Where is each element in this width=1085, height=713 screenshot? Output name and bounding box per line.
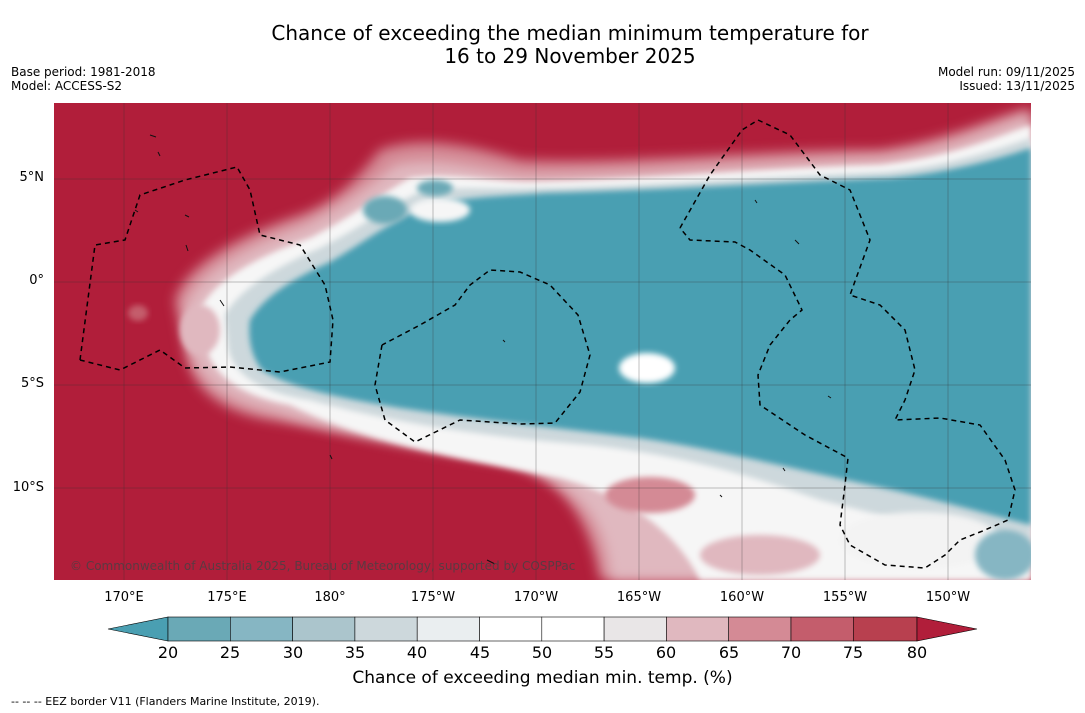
colorbar-bin-25-30	[230, 616, 293, 642]
red-patch	[605, 477, 695, 513]
colorbar-tick-30: 30	[282, 643, 304, 662]
lon-label-175e: 175°E	[207, 590, 247, 605]
colorbar-bin-40-45	[416, 616, 480, 642]
colorbar-bin-35-40	[354, 616, 418, 642]
islands	[134, 134, 832, 565]
blue-patch-south	[975, 530, 1031, 580]
colorbar-tick-45: 45	[469, 643, 491, 662]
meta-right: Model run: 09/11/2025 Issued: 13/11/2025	[938, 65, 1075, 93]
lon-label-170e: 170°E	[104, 590, 144, 605]
lon-label-160w: 160°W	[719, 590, 765, 605]
colorbar-tick-40: 40	[406, 643, 428, 662]
lon-label-180: 180°	[314, 590, 346, 605]
warm-patch	[619, 353, 675, 383]
map-title-line2: 16 to 29 November 2025	[444, 44, 696, 68]
colorbar-tick-50: 50	[531, 643, 553, 662]
eez-borders	[79, 119, 1016, 569]
pink-patch-west	[180, 305, 220, 355]
colorbar-tick-65: 65	[718, 643, 740, 662]
colorbar-bin-45-50	[479, 616, 543, 642]
colorbar-bin-65-70	[728, 616, 792, 642]
colorbar	[107, 616, 978, 642]
model-run: Model run: 09/11/2025	[937, 65, 1075, 79]
colorbar-tick-60: 60	[655, 643, 677, 662]
colorbar-title: Chance of exceeding median min. temp. (%…	[352, 668, 733, 688]
lat-label-10s: 10°S	[12, 480, 44, 495]
lat-label-5n: 5°N	[19, 170, 45, 185]
colorbar-tick-35: 35	[344, 643, 366, 662]
colorbar-extend-low	[107, 616, 169, 642]
lat-label-5s: 5°S	[20, 376, 44, 391]
lon-label-165w: 165°W	[616, 590, 662, 605]
lon-label-150w: 150°W	[925, 590, 971, 605]
base-period: Base period: 1981-2018	[11, 65, 156, 79]
lon-label-170w: 170°W	[513, 590, 559, 605]
colorbar-tick-80: 80	[906, 643, 928, 662]
probability-field	[54, 103, 1031, 580]
colorbar-bin-20-25	[167, 616, 231, 642]
cool-patch	[363, 196, 407, 224]
issued-date: Issued: 13/11/2025	[959, 79, 1075, 93]
colorbar-bin-70-75	[790, 616, 854, 642]
colorbar-bin-60-65	[666, 616, 730, 642]
lon-label-155w: 155°W	[822, 590, 868, 605]
contour-below-25	[249, 148, 1031, 525]
colorbar-bin-55-60	[603, 616, 667, 642]
colorbar-tick-70: 70	[780, 643, 802, 662]
pink-patch	[700, 535, 820, 575]
colorbar-bin-50-55	[541, 616, 605, 642]
graticule	[54, 103, 1031, 580]
lat-label-0: 0°	[29, 273, 44, 288]
map-title-line1: Chance of exceeding the median minimum t…	[271, 21, 869, 45]
cool-patch-2	[417, 180, 453, 196]
red-patch-west	[128, 305, 148, 321]
meta-left: Base period: 1981-2018 Model: ACCESS-S2	[11, 65, 156, 93]
colorbar-tick-25: 25	[219, 643, 241, 662]
colorbar-extend-high	[916, 616, 978, 642]
colorbar-bin-75-80	[852, 616, 918, 642]
warm-patch-north	[410, 198, 470, 222]
colorbar-tick-20: 20	[157, 643, 179, 662]
colorbar-tick-55: 55	[593, 643, 615, 662]
model-name: Model: ACCESS-S2	[11, 79, 123, 93]
white-patch-south	[840, 512, 1000, 568]
colorbar-bin-30-35	[292, 616, 356, 642]
eez-footnote: -- -- -- EEZ border V11 (Flanders Marine…	[11, 695, 320, 708]
copyright-notice: © Commonwealth of Australia 2025, Bureau…	[70, 559, 576, 573]
colorbar-tick-75: 75	[842, 643, 864, 662]
lon-label-175w: 175°W	[410, 590, 456, 605]
